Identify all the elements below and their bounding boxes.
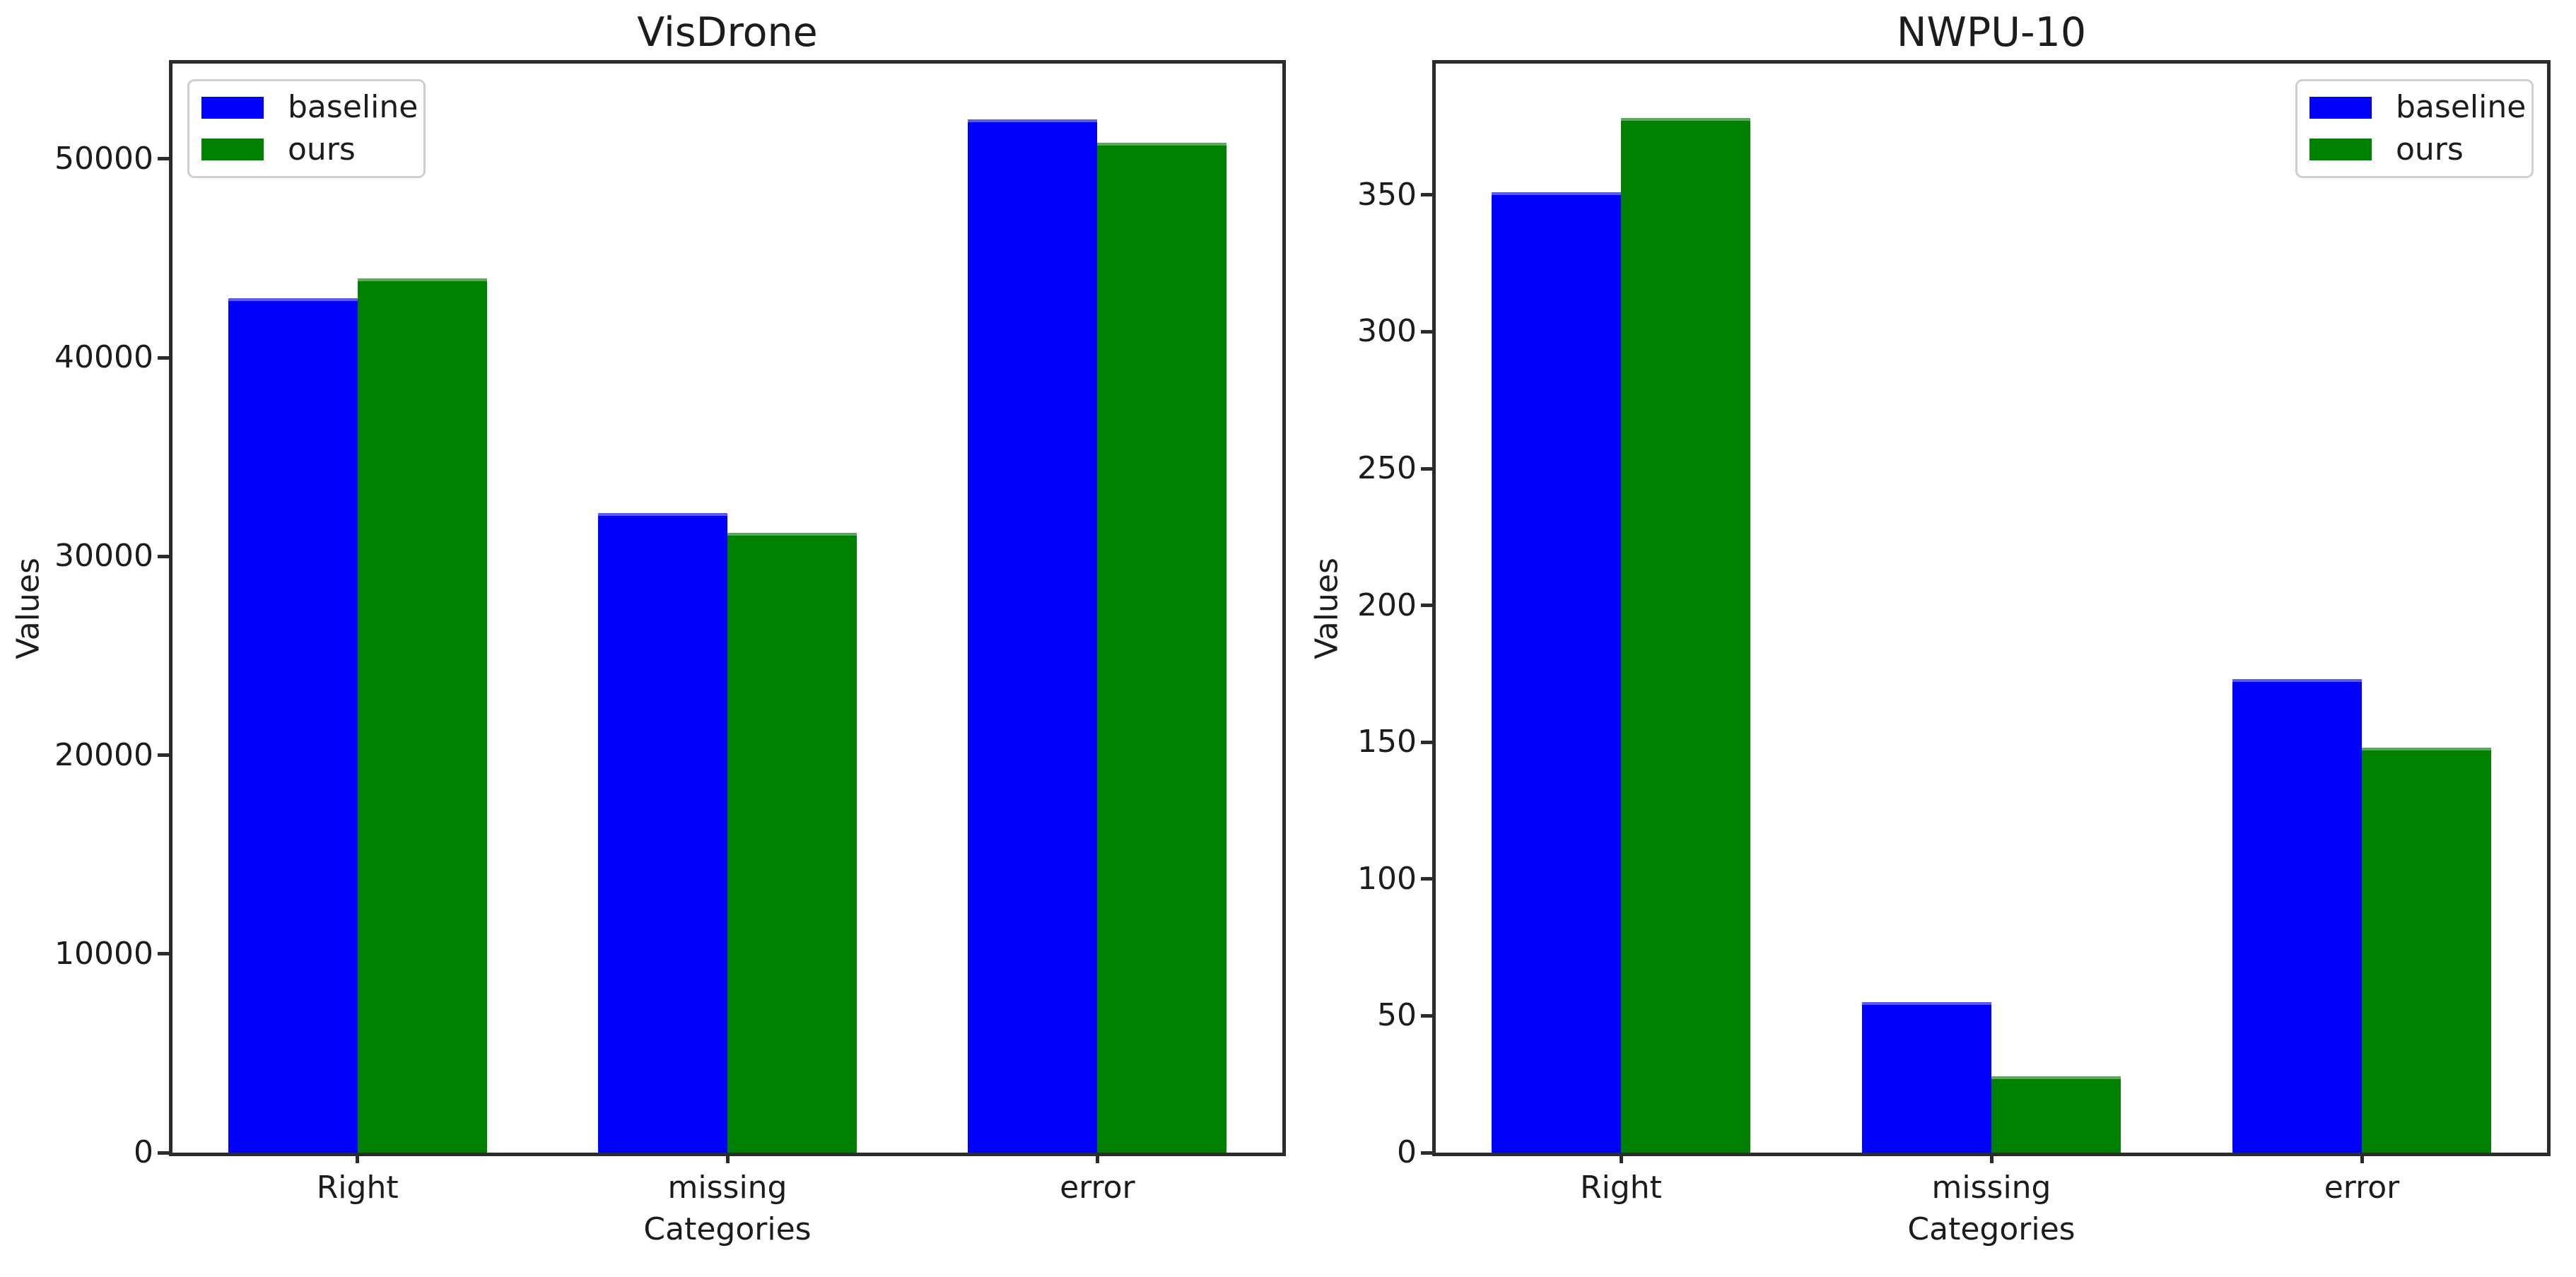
y-tick-mark — [158, 1151, 169, 1155]
ours-color-swatch — [201, 139, 264, 161]
bar-top-edge — [968, 119, 1098, 122]
bar-ours-right — [357, 278, 487, 1153]
bar-top-edge — [228, 298, 358, 301]
legend: baseline ours — [2295, 79, 2534, 178]
y-tick-label: 40000 — [54, 339, 153, 376]
x-axis-label: Categories — [1907, 1211, 2076, 1247]
y-tick-label: 50 — [1377, 997, 1417, 1034]
bar-top-edge — [357, 278, 487, 281]
legend-label-baseline: baseline — [288, 89, 418, 126]
y-tick-mark — [158, 753, 169, 758]
y-tick-label: 100 — [1357, 860, 1417, 897]
y-tick-mark — [158, 355, 169, 360]
y-tick-mark — [158, 554, 169, 558]
y-tick-label: 0 — [1397, 1134, 1417, 1170]
x-tick-mark — [1619, 1153, 1623, 1163]
x-axis-label: Categories — [643, 1211, 812, 1247]
chart-title: NWPU-10 — [1896, 9, 2087, 56]
y-tick-label: 300 — [1357, 313, 1417, 350]
bar-top-edge — [1621, 118, 1751, 122]
y-tick-mark — [1421, 329, 1432, 334]
y-tick-label: 30000 — [54, 538, 153, 575]
y-tick-label: 350 — [1357, 176, 1417, 213]
y-tick-mark — [1421, 604, 1432, 608]
x-tick-mark — [356, 1153, 360, 1163]
bar-top-edge — [1491, 192, 1621, 195]
legend-item-ours: ours — [201, 131, 406, 167]
y-tick-label: 10000 — [54, 935, 153, 972]
y-tick-mark — [1421, 740, 1432, 744]
y-tick-mark — [1421, 466, 1432, 471]
bar-top-edge — [2362, 747, 2492, 751]
x-tick-label: error — [1060, 1170, 1135, 1206]
x-tick-label: Right — [1580, 1170, 1662, 1206]
bar-baseline-right — [228, 298, 358, 1153]
y-tick-mark — [1421, 193, 1432, 197]
x-tick-label: Right — [316, 1170, 399, 1206]
y-tick-mark — [158, 157, 169, 161]
bar-baseline-error — [2232, 679, 2362, 1153]
bar-ours-right — [1621, 118, 1751, 1153]
bar-ours-missing — [727, 532, 857, 1153]
bar-ours-error — [1097, 143, 1227, 1153]
y-tick-label: 250 — [1357, 450, 1417, 487]
bar-baseline-right — [1491, 192, 1621, 1153]
bar-ours-missing — [1991, 1076, 2121, 1153]
baseline-color-swatch — [2309, 96, 2372, 119]
bar-top-edge — [2232, 679, 2362, 683]
legend-item-baseline: baseline — [2309, 90, 2526, 125]
y-tick-mark — [1421, 877, 1432, 881]
y-tick-label: 150 — [1357, 724, 1417, 760]
y-tick-mark — [1421, 1013, 1432, 1018]
legend-item-baseline: baseline — [201, 90, 418, 125]
y-tick-label: 50000 — [54, 140, 153, 177]
legend-item-ours: ours — [2309, 131, 2514, 167]
bar-ours-error — [2362, 747, 2492, 1153]
baseline-color-swatch — [201, 96, 264, 119]
x-tick-mark — [1095, 1153, 1099, 1163]
bar-baseline-error — [968, 119, 1098, 1153]
y-tick-mark — [1421, 1151, 1432, 1155]
bar-baseline-missing — [1861, 1002, 1991, 1153]
bar-top-edge — [597, 512, 727, 516]
x-tick-label: error — [2324, 1170, 2400, 1206]
bar-top-edge — [1097, 143, 1227, 146]
y-tick-label: 0 — [134, 1134, 153, 1170]
x-tick-label: missing — [1931, 1170, 2051, 1206]
y-tick-label: 200 — [1357, 587, 1417, 623]
bar-top-edge — [1861, 1002, 1991, 1006]
chart-title: VisDrone — [637, 9, 818, 56]
ours-color-swatch — [2309, 139, 2372, 161]
y-tick-label: 20000 — [54, 736, 153, 773]
x-tick-label: missing — [667, 1170, 788, 1206]
legend-label-ours: ours — [288, 131, 356, 167]
x-tick-mark — [2360, 1153, 2364, 1163]
y-tick-mark — [158, 952, 169, 956]
legend-label-baseline: baseline — [2396, 89, 2527, 126]
legend-label-ours: ours — [2396, 131, 2464, 167]
bar-baseline-missing — [597, 512, 727, 1153]
bar-top-edge — [727, 532, 857, 536]
legend: baseline ours — [187, 79, 426, 178]
bar-top-edge — [1991, 1076, 2121, 1079]
x-tick-mark — [1989, 1153, 1994, 1163]
x-tick-mark — [725, 1153, 730, 1163]
